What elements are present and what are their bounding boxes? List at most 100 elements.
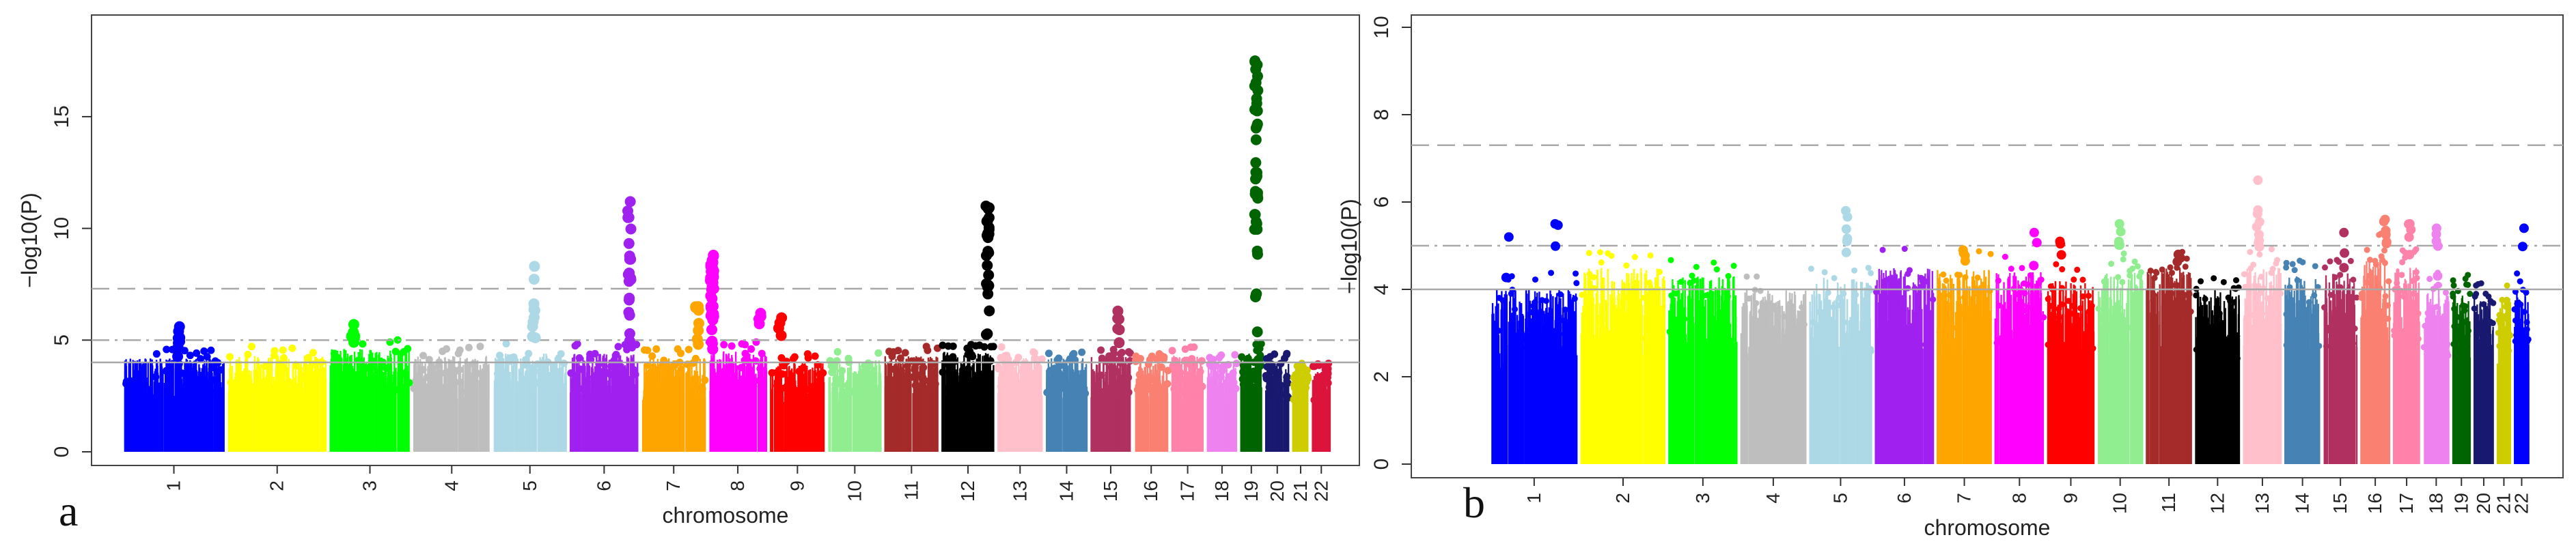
snp-point	[303, 381, 311, 389]
chrom-skyline-7	[655, 397, 657, 452]
chrom-skyline-12	[961, 390, 964, 452]
chrom-skyline-10	[850, 362, 853, 452]
chrom-skyline-16	[1166, 393, 1168, 452]
chrom-skyline-4	[449, 379, 452, 452]
snp-point	[617, 376, 625, 384]
chrom-skyline-11	[929, 364, 931, 452]
chrom-skyline-3	[341, 376, 343, 452]
chrom-skyline-19	[1246, 379, 1248, 452]
chrom-skyline-8	[759, 373, 761, 452]
snp-point	[217, 366, 225, 374]
chrom-skyline-11	[898, 392, 901, 452]
chrom-skyline-11	[914, 369, 916, 452]
chrom-skyline-11	[915, 385, 918, 452]
chrom-skyline-5	[553, 377, 555, 452]
snp-point	[1251, 384, 1260, 392]
snp-point	[560, 359, 568, 367]
chrom-skyline-10	[831, 387, 833, 452]
chrom-skyline-7	[702, 391, 704, 452]
chrom-skyline-7	[685, 373, 687, 452]
chrom-skyline-2	[242, 379, 245, 452]
chrom-skyline-12	[941, 360, 943, 452]
chrom-skyline-8	[739, 396, 741, 452]
chrom-skyline-6	[609, 393, 611, 452]
chrom-skyline-10	[862, 395, 864, 452]
snp-point	[248, 386, 256, 394]
chrom-skyline-22	[1319, 403, 1321, 452]
snp-point	[865, 362, 874, 370]
chrom-skyline-6	[579, 379, 581, 452]
chrom-skyline-1	[140, 373, 143, 452]
chrom-skyline-7	[688, 397, 691, 452]
chrom-skyline-17	[1199, 369, 1201, 452]
snp-point	[728, 342, 736, 350]
chrom-skyline-3	[336, 350, 339, 452]
snp-point	[924, 384, 932, 392]
chrom-skyline-6	[585, 393, 587, 452]
chrom-skyline-10	[840, 374, 842, 452]
snp-point	[1164, 367, 1172, 375]
chrom-skyline-3	[350, 391, 352, 452]
peak-point	[529, 261, 540, 272]
snp-point	[939, 368, 947, 376]
chrom-skyline-20	[1275, 366, 1277, 452]
snp-point	[571, 378, 579, 386]
chrom-skyline-7	[682, 394, 685, 452]
chrom-skyline-5	[534, 367, 536, 452]
snp-point	[577, 365, 585, 373]
chrom-skyline-6	[603, 394, 606, 452]
chrom-skyline-1	[209, 358, 211, 452]
peak-chr8	[704, 249, 719, 355]
snp-point	[415, 390, 424, 398]
chrom-skyline-7	[695, 378, 697, 452]
chrom-skyline-10	[880, 380, 882, 452]
snp-point	[785, 390, 793, 399]
snp-point	[843, 382, 851, 390]
chrom-skyline-1	[1570, 293, 1572, 464]
snp-point	[193, 349, 201, 357]
chrom-skyline-8	[755, 378, 758, 452]
chrom-skyline-1	[1496, 321, 1499, 464]
chrom-skyline-14	[1053, 382, 1055, 452]
chrom-skyline-2	[240, 360, 242, 452]
snp-point	[577, 385, 585, 393]
chrom-skyline-3	[348, 367, 351, 452]
snp-point	[481, 385, 489, 393]
chrom-skyline-19	[1248, 392, 1250, 452]
chrom-skyline-13	[1022, 390, 1024, 452]
chrom-skyline-7	[668, 358, 670, 452]
chrom-skyline-16	[1137, 393, 1139, 452]
chrom-skyline-17	[1189, 359, 1191, 452]
chrom-skyline-8	[717, 396, 719, 452]
snp-point	[1124, 373, 1133, 382]
chrom-skyline-9	[784, 376, 786, 452]
snp-point	[306, 371, 314, 379]
chrom-skyline-1	[197, 371, 199, 452]
chrom-skyline-16	[1135, 399, 1138, 452]
chrom-skyline-14	[1066, 380, 1069, 452]
chrom-skyline-3	[402, 388, 404, 452]
snp-point	[247, 343, 255, 351]
chrom-skyline-12	[992, 383, 994, 452]
snp-point	[643, 361, 652, 369]
chrom-skyline-17	[1196, 369, 1198, 452]
chrom-skyline-1	[178, 383, 181, 452]
chrom-skyline-15	[1107, 382, 1109, 452]
snp-point	[531, 367, 539, 375]
snp-point	[309, 349, 317, 357]
snp-point	[1317, 397, 1325, 405]
snp-point	[1219, 362, 1228, 371]
chrom-skyline-2	[279, 393, 281, 452]
snp-point	[799, 389, 807, 397]
snp-point	[1022, 390, 1030, 398]
chrom-skyline-8	[744, 376, 747, 452]
chrom-skyline-10	[844, 388, 846, 452]
chrom-skyline-11	[917, 384, 920, 452]
chrom-skyline-2	[303, 356, 306, 452]
chrom-skyline-5	[498, 377, 500, 452]
peak-chr9	[773, 312, 788, 341]
snp-point	[648, 352, 656, 360]
chrom-skyline-2	[318, 390, 320, 452]
snp-point	[163, 345, 171, 354]
chrom-skyline-2	[294, 377, 296, 452]
